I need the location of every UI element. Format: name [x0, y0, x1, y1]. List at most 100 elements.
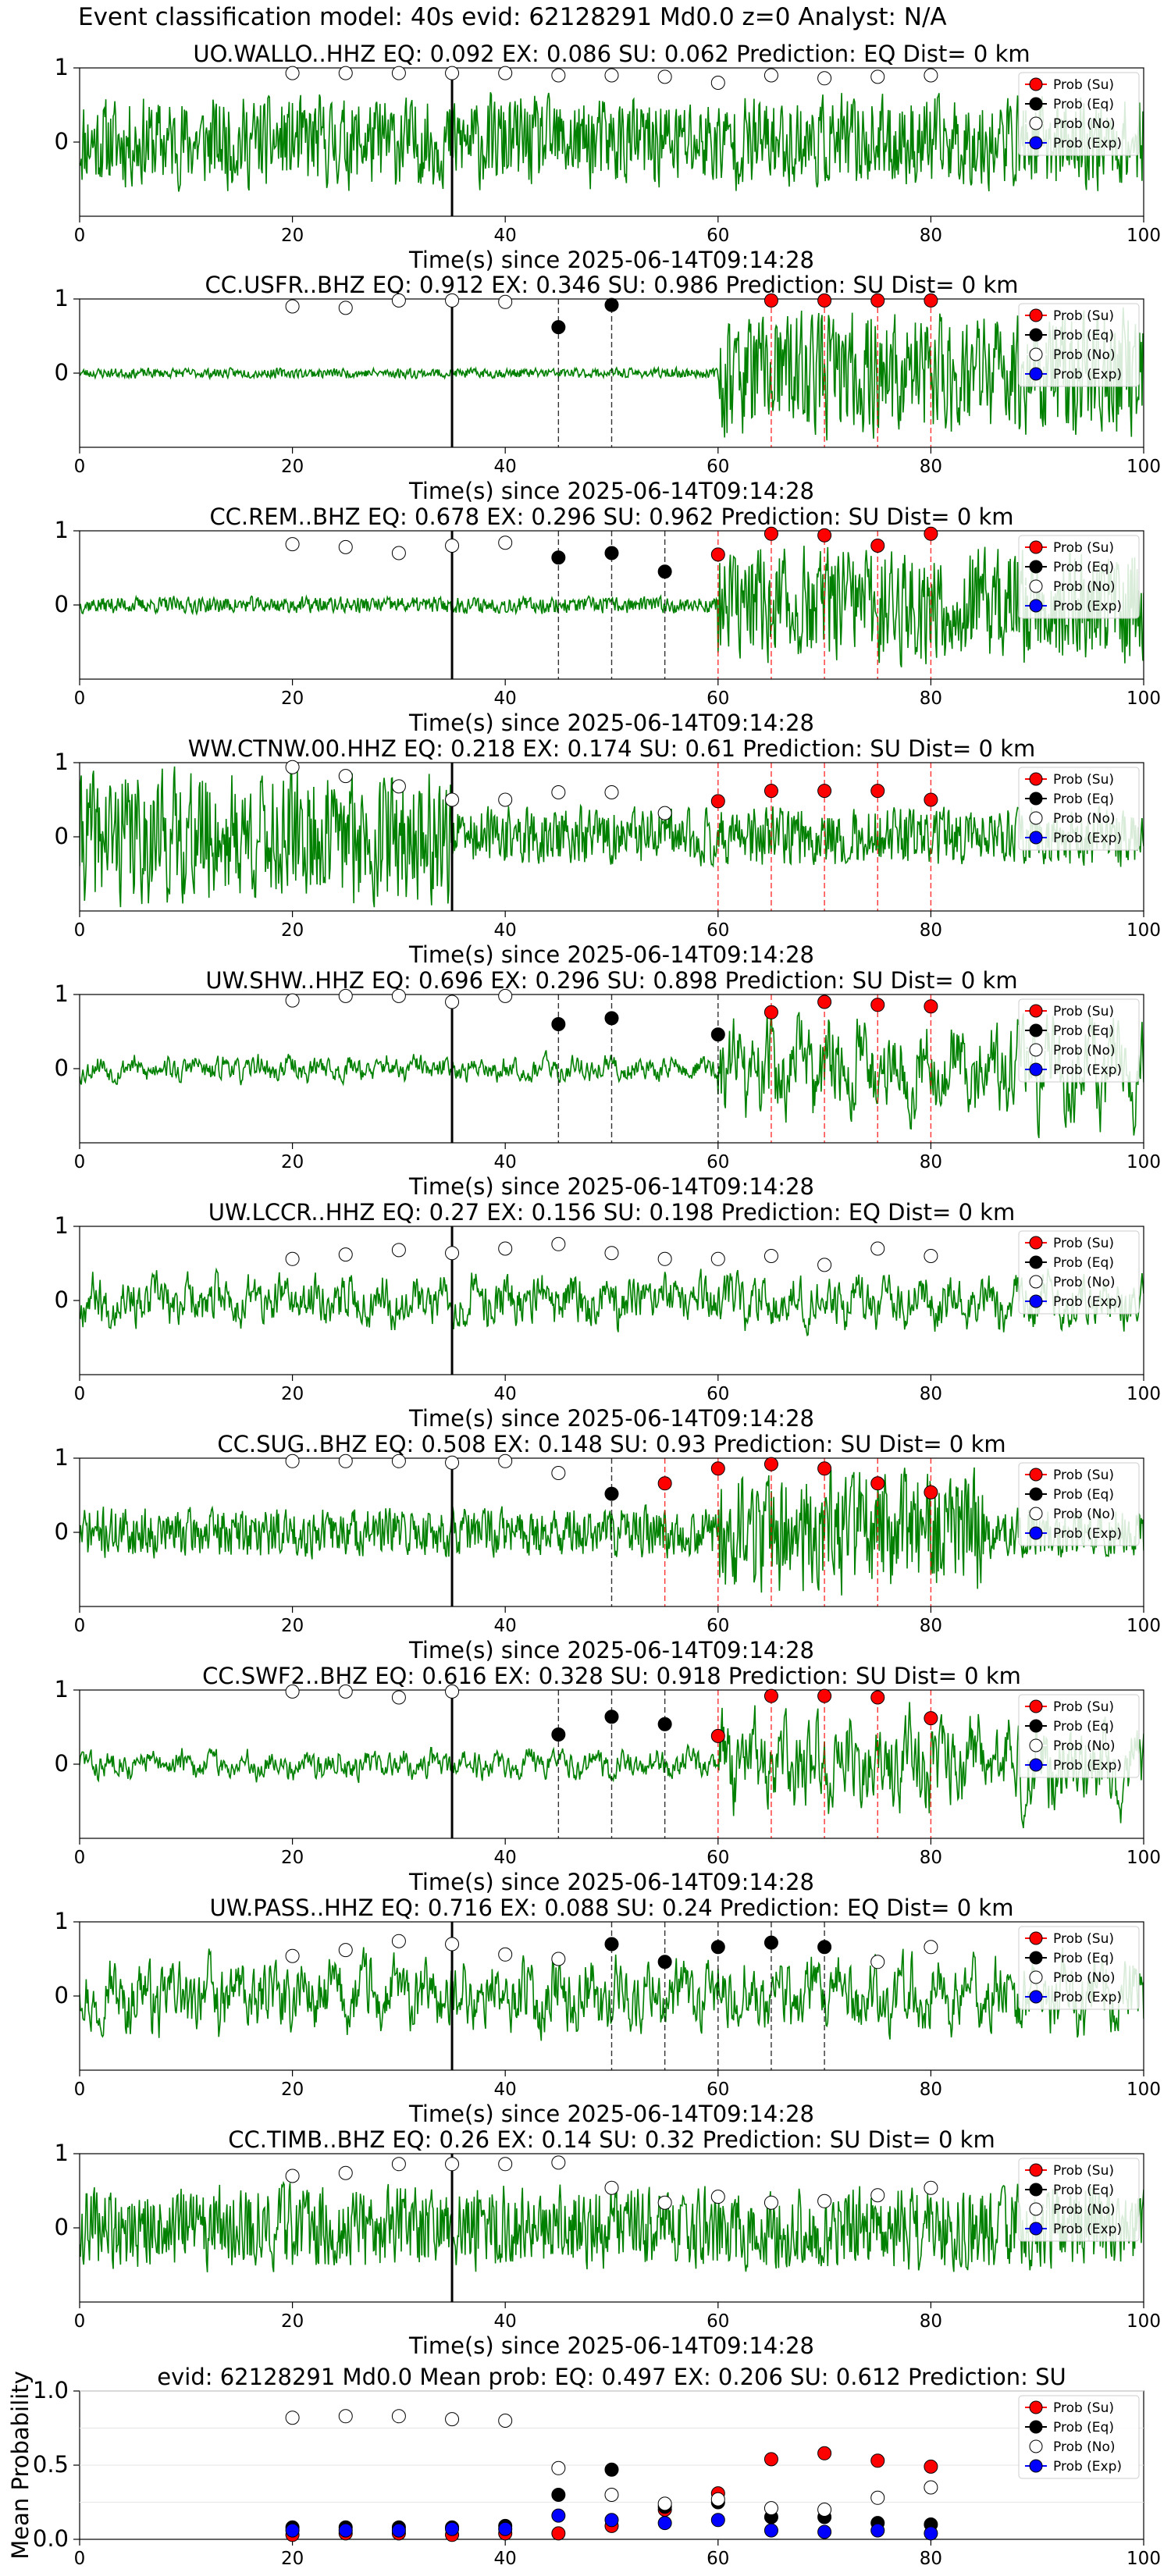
legend-marker-su [1029, 1468, 1043, 1482]
legend-box [1018, 535, 1140, 619]
point-no [498, 2414, 513, 2428]
x-tick-label: 40 [494, 1848, 517, 1868]
legend-label-eq: Prob (Eq) [1053, 792, 1114, 807]
point-no [445, 994, 460, 1009]
x-axis-label: Time(s) since 2025-06-14T09:14:28 [408, 941, 814, 968]
point-no [285, 2411, 300, 2425]
y-tick-label: 0 [55, 1518, 69, 1545]
point-no [604, 2488, 619, 2502]
legend-label-exp: Prob (Exp) [1053, 1062, 1122, 1078]
x-axis-label: Time(s) since 2025-06-14T09:14:28 [408, 1173, 814, 1200]
point-no [391, 2409, 406, 2424]
legend-marker-exp [1029, 1990, 1043, 2004]
legend-box [1018, 1694, 1140, 1778]
point-no [285, 1684, 300, 1699]
legend-marker-exp [1029, 2459, 1043, 2473]
x-tick-label: 80 [920, 2311, 942, 2332]
panel-title: CC.REM..BHZ EQ: 0.678 EX: 0.296 SU: 0.96… [209, 503, 1013, 530]
point-su [763, 784, 778, 799]
point-su [657, 1476, 672, 1491]
legend-label-eq: Prob (Eq) [1053, 1255, 1114, 1271]
point-no [604, 68, 619, 83]
point-eq [710, 1027, 725, 1042]
x-tick-label: 20 [281, 457, 304, 477]
point-no [338, 988, 353, 1003]
x-tick-label: 60 [707, 920, 729, 941]
point-su [817, 784, 832, 799]
x-tick-label: 0 [74, 2549, 86, 2569]
point-su [817, 528, 832, 543]
point-exp [870, 2523, 885, 2538]
x-tick-label: 80 [920, 920, 942, 941]
mean-probability-panel: evid: 62128291 Md0.0 Mean prob: EQ: 0.49… [7, 2364, 1161, 2569]
x-tick-label: 80 [920, 457, 942, 477]
x-axis-label: Time(s) since 2025-06-14T09:14:28 [408, 2332, 814, 2359]
point-no [391, 66, 406, 80]
point-su [763, 1688, 778, 1703]
y-tick-label: 1 [55, 980, 69, 1007]
x-tick-label: 40 [494, 226, 517, 246]
point-su [710, 1728, 725, 1743]
point-su [924, 293, 938, 308]
point-exp [338, 2523, 353, 2538]
point-no [285, 537, 300, 552]
point-no [445, 2157, 460, 2172]
legend-label-eq: Prob (Eq) [1053, 1023, 1114, 1039]
point-no [604, 785, 619, 799]
point-no [870, 2490, 885, 2505]
point-no [551, 785, 566, 799]
point-eq [657, 564, 672, 579]
point-no [924, 68, 938, 83]
x-tick-label: 20 [281, 2549, 304, 2569]
point-no [445, 1246, 460, 1261]
legend-label-su: Prob (Su) [1053, 77, 1114, 93]
legend-label-no: Prob (No) [1053, 347, 1116, 363]
y-tick-label: 1 [55, 1444, 69, 1471]
x-tick-label: 20 [281, 2311, 304, 2332]
point-no [924, 2180, 938, 2195]
point-su [870, 539, 885, 553]
point-su [924, 792, 938, 807]
point-su [551, 2526, 566, 2541]
y-tick-label: 1 [55, 1908, 69, 1934]
panel-title: UW.SHW..HHZ EQ: 0.696 EX: 0.296 SU: 0.89… [205, 967, 1017, 994]
point-no [924, 1940, 938, 1955]
point-no [763, 1249, 778, 1263]
legend-marker-eq [1029, 2420, 1043, 2434]
x-tick-label: 100 [1127, 920, 1161, 941]
x-tick-label: 60 [707, 2080, 729, 2100]
x-tick-label: 20 [281, 1152, 304, 1172]
point-no [817, 71, 832, 86]
x-tick-label: 40 [494, 2311, 517, 2332]
point-no [551, 1952, 566, 1966]
panel-title: UW.PASS..HHZ EQ: 0.716 EX: 0.088 SU: 0.2… [210, 1895, 1014, 1921]
point-no [498, 1453, 513, 1468]
point-su [870, 293, 885, 308]
x-tick-label: 100 [1127, 2311, 1161, 2332]
legend-label-su: Prob (Su) [1053, 2163, 1114, 2179]
point-no [710, 2190, 725, 2204]
legend-marker-su [1029, 1236, 1043, 1250]
point-no [710, 2492, 725, 2507]
point-su [870, 2453, 885, 2468]
legend-marker-no [1029, 1507, 1043, 1521]
legend-box [1018, 767, 1140, 851]
point-no [870, 69, 885, 84]
station-panel: UW.SHW..HHZ EQ: 0.696 EX: 0.296 SU: 0.89… [55, 967, 1161, 1200]
x-tick-label: 60 [707, 2549, 729, 2569]
legend-marker-eq [1029, 1487, 1043, 1501]
legend-marker-eq [1029, 1719, 1043, 1733]
legend-marker-no [1029, 1043, 1043, 1057]
legend-box [1018, 72, 1140, 156]
legend-label-exp: Prob (Exp) [1053, 831, 1122, 846]
x-axis-label: Time(s) since 2025-06-14T09:14:28 [408, 1637, 814, 1663]
point-no [551, 2155, 566, 2170]
legend-marker-no [1029, 2439, 1043, 2453]
point-no [817, 1258, 832, 1272]
legend-label-eq: Prob (Eq) [1053, 2420, 1114, 2435]
x-tick-label: 0 [74, 1152, 86, 1172]
legend-marker-no [1029, 116, 1043, 130]
point-no [657, 2195, 672, 2210]
y-tick-label: 1.0 [33, 2377, 69, 2403]
legend-marker-exp [1029, 1294, 1043, 1308]
